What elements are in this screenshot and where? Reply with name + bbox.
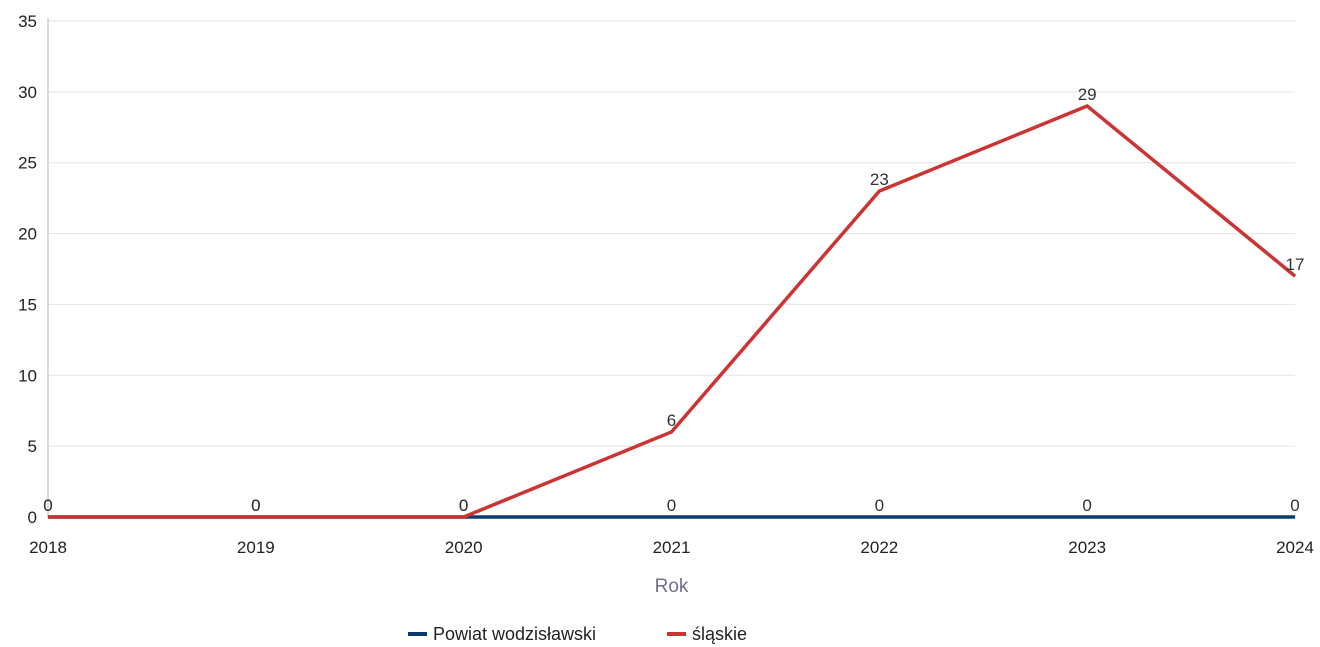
x-tick-label: 2023 <box>1068 538 1106 557</box>
legend-label: śląskie <box>692 624 747 644</box>
data-label: 0 <box>251 496 260 515</box>
legend[interactable]: Powiat wodzisławski śląskie <box>408 624 747 644</box>
data-point <box>1086 516 1088 518</box>
x-tick-label: 2018 <box>29 538 67 557</box>
data-point <box>1086 105 1088 107</box>
data-label: 0 <box>459 496 468 515</box>
x-axis-ticks: 2018 2019 2020 2021 2022 2023 2024 <box>29 538 1314 557</box>
data-label: 0 <box>251 496 260 515</box>
y-tick-label: 20 <box>18 225 37 244</box>
data-point <box>878 516 880 518</box>
y-tick-label: 35 <box>18 12 37 31</box>
data-label: 0 <box>1290 496 1299 515</box>
series-line-1 <box>48 104 1297 519</box>
grid-lines <box>48 20 1295 447</box>
y-tick-label: 25 <box>18 154 37 173</box>
data-point <box>1294 516 1296 518</box>
data-point <box>255 516 257 518</box>
data-label: 6 <box>667 411 676 430</box>
series-layer <box>47 104 1297 519</box>
x-tick-label: 2021 <box>653 538 691 557</box>
data-point <box>671 516 672 518</box>
data-label: 0 <box>43 496 52 515</box>
data-point <box>671 431 672 433</box>
y-tick-label: 0 <box>28 508 37 527</box>
x-tick-label: 2019 <box>237 538 275 557</box>
data-label: 0 <box>459 496 468 515</box>
data-label: 29 <box>1078 85 1097 104</box>
data-point <box>1294 275 1296 277</box>
x-tick-label: 2020 <box>445 538 483 557</box>
y-tick-label: 5 <box>28 437 37 456</box>
data-label: 17 <box>1286 255 1305 274</box>
x-axis-title: Rok <box>655 576 689 597</box>
y-axis-ticks: 0 5 10 15 20 25 30 35 <box>18 12 37 527</box>
data-label: 23 <box>870 170 889 189</box>
y-tick-label: 10 <box>18 366 37 385</box>
x-tick-label: 2022 <box>860 538 898 557</box>
data-point <box>463 516 465 518</box>
x-tick-label: 2024 <box>1276 538 1314 557</box>
data-label: 0 <box>667 496 676 515</box>
data-label: 0 <box>1082 496 1091 515</box>
legend-item-1[interactable]: śląskie <box>667 624 747 644</box>
data-label: 0 <box>43 496 52 515</box>
legend-item-0[interactable]: Powiat wodzisławski <box>408 624 596 644</box>
data-label: 0 <box>875 496 884 515</box>
data-point <box>47 516 49 518</box>
legend-label: Powiat wodzisławski <box>433 624 596 644</box>
y-tick-label: 15 <box>18 295 37 314</box>
data-point <box>878 190 880 192</box>
y-tick-label: 30 <box>18 83 37 102</box>
